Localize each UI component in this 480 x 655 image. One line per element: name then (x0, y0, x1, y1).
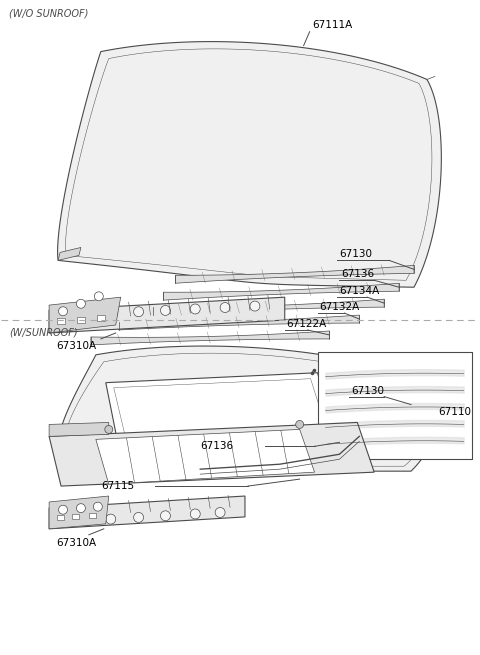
Circle shape (190, 509, 200, 519)
Text: 67130: 67130 (339, 250, 372, 259)
Text: 67134A: 67134A (339, 286, 380, 296)
Polygon shape (153, 299, 384, 315)
Bar (318, 352, 472, 459)
Polygon shape (49, 496, 245, 529)
Text: 67310A: 67310A (56, 538, 96, 548)
Bar (97, 316, 105, 322)
Polygon shape (49, 297, 285, 333)
Polygon shape (49, 297, 120, 333)
Text: 67122A: 67122A (287, 319, 327, 329)
Text: (W/O SUNROOF): (W/O SUNROOF) (9, 9, 89, 19)
Bar (57, 515, 64, 520)
Polygon shape (49, 422, 109, 436)
Text: 67310A: 67310A (56, 341, 96, 351)
Circle shape (105, 426, 113, 434)
Bar (89, 514, 96, 518)
Bar (77, 317, 85, 323)
Circle shape (250, 301, 260, 311)
Circle shape (106, 514, 116, 524)
Text: 67136: 67136 (200, 441, 233, 451)
Text: 67115: 67115 (101, 481, 134, 491)
Polygon shape (96, 430, 314, 484)
Circle shape (220, 303, 230, 312)
Polygon shape (58, 248, 81, 261)
Polygon shape (49, 422, 374, 486)
Polygon shape (49, 496, 109, 529)
Circle shape (59, 505, 68, 514)
Circle shape (84, 309, 94, 319)
Text: 67110: 67110 (439, 407, 472, 417)
Polygon shape (164, 283, 399, 300)
Circle shape (76, 299, 85, 309)
Circle shape (296, 421, 304, 428)
Text: 67130: 67130 (351, 386, 384, 396)
Polygon shape (91, 331, 329, 345)
Text: 67111A: 67111A (312, 20, 353, 29)
Circle shape (190, 304, 200, 314)
Text: 67136: 67136 (341, 269, 374, 279)
Polygon shape (119, 315, 360, 330)
Circle shape (93, 502, 102, 511)
Circle shape (133, 512, 144, 523)
Polygon shape (106, 373, 335, 447)
Circle shape (76, 504, 85, 513)
Circle shape (215, 508, 225, 517)
Circle shape (59, 307, 68, 316)
Circle shape (160, 305, 170, 316)
Circle shape (95, 292, 103, 301)
Circle shape (133, 307, 144, 317)
Circle shape (84, 515, 94, 525)
Polygon shape (58, 41, 441, 288)
Circle shape (108, 308, 118, 318)
Polygon shape (175, 265, 414, 283)
Circle shape (68, 310, 78, 320)
Text: (W/SUNROOF): (W/SUNROOF) (9, 327, 78, 337)
Circle shape (66, 517, 76, 527)
Bar (57, 318, 65, 324)
Text: 67132A: 67132A (320, 302, 360, 312)
Bar (72, 514, 79, 519)
Polygon shape (59, 346, 437, 471)
Circle shape (160, 511, 170, 521)
